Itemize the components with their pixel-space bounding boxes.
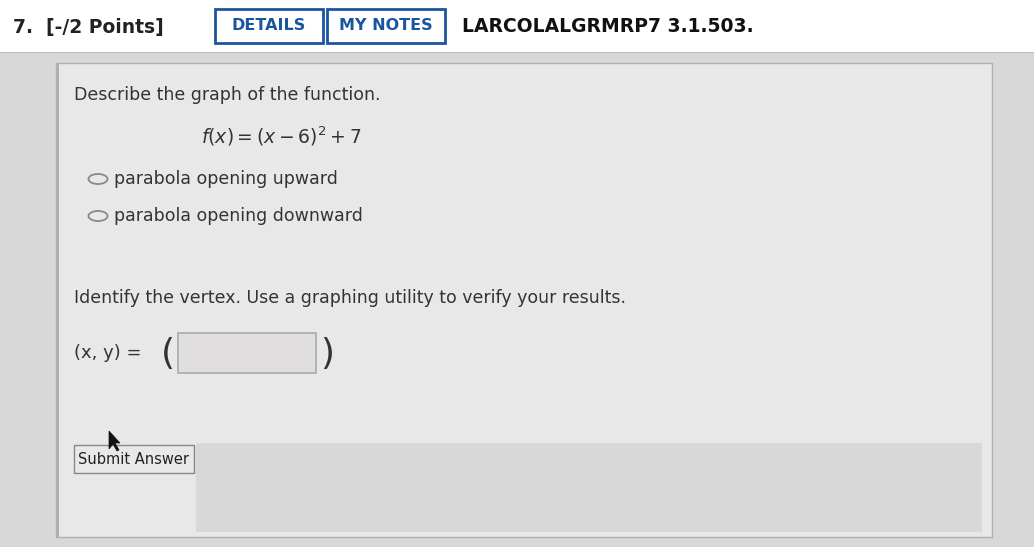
Text: LARCOLALGRMRP7 3.1.503.: LARCOLALGRMRP7 3.1.503.: [462, 18, 754, 37]
Text: 7.  [-/2 Points]: 7. [-/2 Points]: [13, 18, 163, 37]
Text: parabola opening downward: parabola opening downward: [114, 207, 363, 225]
Text: Describe the graph of the function.: Describe the graph of the function.: [74, 86, 381, 104]
Text: ): ): [320, 337, 334, 371]
Text: $f(x) = (x - 6)^2 + 7$: $f(x) = (x - 6)^2 + 7$: [201, 124, 361, 148]
Text: MY NOTES: MY NOTES: [339, 19, 433, 33]
Text: Submit Answer: Submit Answer: [79, 451, 189, 467]
Text: (x, y) =: (x, y) =: [74, 344, 142, 362]
Text: Identify the vertex. Use a graphing utility to verify your results.: Identify the vertex. Use a graphing util…: [74, 289, 626, 307]
Text: DETAILS: DETAILS: [232, 19, 306, 33]
Text: parabola opening upward: parabola opening upward: [114, 170, 338, 188]
Text: (: (: [161, 337, 175, 371]
